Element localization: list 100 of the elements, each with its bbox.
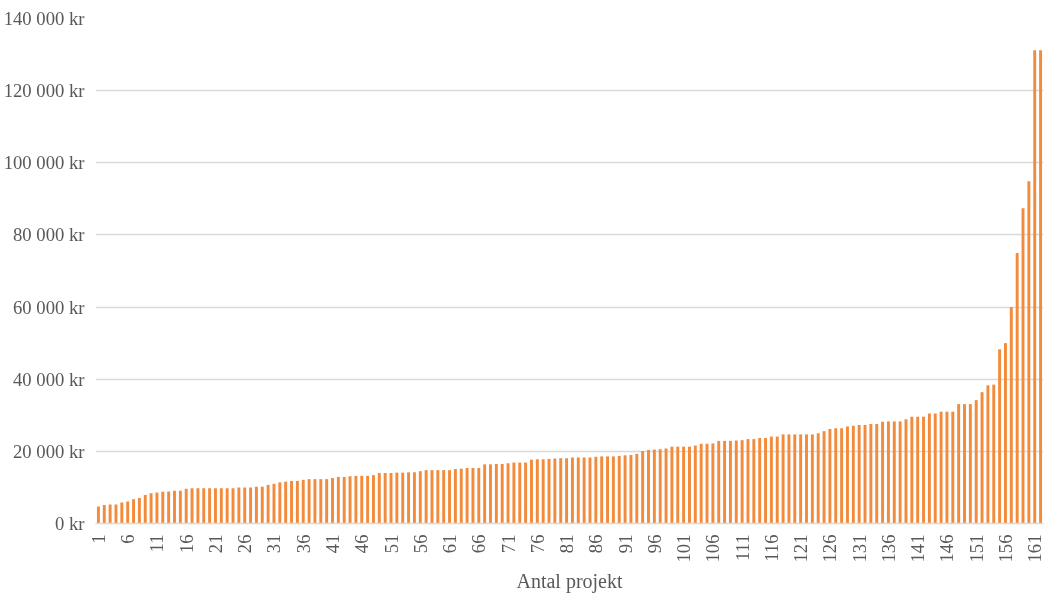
bar <box>178 490 182 524</box>
x-tick-label: 86 <box>585 534 607 554</box>
bar <box>208 488 212 524</box>
bar <box>155 492 159 524</box>
bar <box>301 479 305 524</box>
bar <box>693 445 697 524</box>
bar <box>331 478 334 524</box>
bar <box>96 506 100 524</box>
bar <box>600 456 604 524</box>
bar <box>512 462 516 524</box>
x-tick-label: 151 <box>965 534 987 563</box>
bar <box>1004 343 1007 524</box>
bar <box>998 349 1002 524</box>
bar <box>922 416 925 524</box>
bar <box>102 505 106 524</box>
bar <box>149 493 153 524</box>
bar <box>535 459 539 524</box>
bar <box>933 413 937 524</box>
bar <box>477 467 481 524</box>
x-tick-label: 11 <box>146 534 168 553</box>
bar <box>717 440 721 524</box>
bar <box>313 479 317 524</box>
x-tick-label: 51 <box>380 534 402 554</box>
bar <box>319 479 323 524</box>
bar <box>254 486 258 524</box>
x-axis-title: Antal projekt <box>516 570 623 594</box>
x-tick-label: 111 <box>731 534 753 562</box>
bar <box>611 456 615 524</box>
bar <box>682 446 686 524</box>
bar <box>688 446 691 524</box>
y-tick-label: 80 000 kr <box>12 224 86 246</box>
bar <box>372 475 375 524</box>
bar <box>617 456 621 524</box>
bar <box>787 434 791 524</box>
bar <box>132 499 135 524</box>
bar <box>699 443 703 524</box>
bar <box>219 488 223 524</box>
bar <box>190 488 194 524</box>
bar <box>910 416 914 524</box>
x-tick-label: 36 <box>292 534 314 554</box>
x-tick-label: 21 <box>204 534 226 554</box>
bar <box>898 421 902 524</box>
bar <box>635 453 639 524</box>
bar <box>799 434 803 524</box>
x-tick-label: 61 <box>439 534 461 554</box>
bar <box>366 475 370 524</box>
x-tick-label: 31 <box>263 534 285 554</box>
bar <box>260 486 264 524</box>
bar <box>407 472 411 524</box>
bar <box>869 423 873 524</box>
bar <box>412 472 416 524</box>
bar <box>1039 50 1043 524</box>
bar <box>401 472 405 524</box>
bar <box>442 470 446 524</box>
bar <box>641 451 645 524</box>
bar <box>793 434 797 524</box>
bar <box>781 434 785 524</box>
bar <box>342 476 346 524</box>
bar <box>483 464 487 524</box>
bar <box>1027 181 1031 524</box>
bar <box>664 448 668 524</box>
bar <box>1015 252 1019 524</box>
bar <box>453 469 457 524</box>
bar <box>383 473 387 524</box>
bar <box>810 434 814 524</box>
bar <box>424 470 428 524</box>
bar <box>623 455 627 524</box>
x-tick-label: 141 <box>907 534 929 563</box>
bar <box>1009 307 1013 524</box>
bar <box>769 436 773 524</box>
bar <box>237 487 241 524</box>
bar <box>582 457 586 524</box>
bar <box>881 421 885 524</box>
bar <box>506 463 510 524</box>
bar <box>184 488 188 524</box>
bar <box>734 440 738 524</box>
bar <box>284 481 288 524</box>
x-tick-label: 91 <box>614 534 636 554</box>
bar <box>459 468 463 524</box>
bar <box>465 467 469 524</box>
bar <box>629 454 633 524</box>
y-tick-label: 20 000 kr <box>12 440 86 462</box>
bar <box>916 416 920 524</box>
bar <box>553 458 557 524</box>
x-tick-label: 116 <box>760 534 782 562</box>
bar <box>676 446 680 524</box>
x-tick-label: 41 <box>322 534 343 554</box>
bar <box>775 436 779 524</box>
bar <box>834 428 838 524</box>
bar <box>395 472 399 524</box>
x-tick-label: 71 <box>497 534 519 554</box>
bar <box>945 411 949 524</box>
bar <box>986 385 990 524</box>
bar <box>278 482 282 524</box>
bar <box>243 487 247 524</box>
bar <box>974 400 978 524</box>
bar <box>851 425 855 524</box>
bar <box>740 440 744 524</box>
bar <box>875 423 879 524</box>
bar <box>764 438 767 524</box>
